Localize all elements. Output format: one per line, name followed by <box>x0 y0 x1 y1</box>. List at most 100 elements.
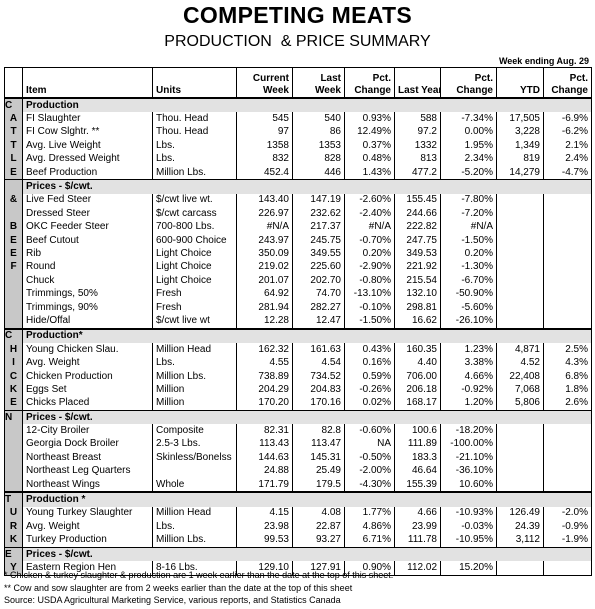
value: 111.78 <box>394 533 441 548</box>
value: 4.3% <box>543 356 592 370</box>
item: Trimmings, 90% <box>22 300 153 315</box>
side-letter: C <box>4 96 23 113</box>
value <box>496 314 544 329</box>
column-header: Last Week <box>292 67 345 99</box>
value: 144.63 <box>236 451 293 465</box>
value <box>496 233 544 248</box>
value: -1.50% <box>440 233 497 248</box>
units: $/cwt live wt <box>152 314 237 329</box>
summary-table: Item Units Current Week Last Week Pct. Change La… <box>4 67 592 576</box>
value: 819 <box>496 152 544 166</box>
data-row: Northeast Leg Quarters 24.88 25.49 -2.00% 46… <box>4 464 592 478</box>
header-line: Week <box>315 85 341 96</box>
data-row: E Rib Light Choice 350.09 349.55 0.20% 349.53 0… <box>4 247 592 261</box>
data-row: E Beef Cutout 600-900 Choice 243.97 245.75 -0… <box>4 233 592 248</box>
value: -36.10% <box>440 464 497 478</box>
units: Million <box>152 383 237 397</box>
header-line: Last Year <box>398 85 441 96</box>
value: 1.95% <box>440 139 497 153</box>
data-row: B OKC Feeder Steer 700-800 Lbs. #N/A 217.37 #… <box>4 220 592 234</box>
data-row: I Avg. Weight Lbs. 4.55 4.54 0.16% 4.40 3.38% 4.… <box>4 356 592 370</box>
value <box>496 451 544 465</box>
item: Avg. Live Weight <box>22 139 153 153</box>
value <box>543 314 592 329</box>
header-line: Current <box>252 73 289 84</box>
value: 0.37% <box>344 139 395 153</box>
value: 4.66% <box>440 369 497 384</box>
data-row: T FI Cow Slghtr. ** Thou. Head 97 86 12.49% 97… <box>4 125 592 140</box>
value: 4.55 <box>236 356 293 370</box>
value: 226.97 <box>236 207 293 221</box>
units: $/cwt live wt. <box>152 193 237 208</box>
value: -4.30% <box>344 477 395 493</box>
side-letter: U <box>4 506 23 521</box>
value: 22,408 <box>496 369 544 384</box>
data-row: K Eggs Set Million 204.29 204.83 -0.26% 206.18… <box>4 383 592 397</box>
units: 2.5-3 Lbs. <box>152 437 237 452</box>
value <box>543 220 592 234</box>
section-title: Prices - $/cwt. <box>22 409 592 425</box>
value: 6.8% <box>543 369 592 384</box>
value: -2.0% <box>543 506 592 521</box>
subtitle: PRODUCTION & PRICE SUMMARY <box>164 33 431 50</box>
data-row: Trimmings, 90% Fresh 281.94 282.27 -0.10% 298… <box>4 300 592 315</box>
value: 23.98 <box>236 520 293 534</box>
units: Fresh <box>152 300 237 315</box>
section-row: N Prices - $/cwt. <box>4 409 592 425</box>
value: 243.97 <box>236 233 293 248</box>
item: Young Turkey Slaughter <box>22 506 153 521</box>
value: 112.02 <box>394 561 441 576</box>
section-title: Production * <box>22 491 592 507</box>
header-line: Pct. <box>474 73 493 84</box>
value: -6.2% <box>543 125 592 140</box>
data-row: K Turkey Production Million Lbs. 99.53 93.27… <box>4 533 592 548</box>
value: 349.53 <box>394 247 441 261</box>
value: 281.94 <box>236 300 293 315</box>
value: 206.18 <box>394 383 441 397</box>
side-letter: E <box>4 233 23 248</box>
units: Lbs. <box>152 520 237 534</box>
footnote: Source: USDA Agricultural Marketing Serv… <box>4 595 341 605</box>
value: -26.10% <box>440 314 497 329</box>
item: Northeast Leg Quarters <box>22 464 153 478</box>
value: -0.9% <box>543 520 592 534</box>
value: 4.15 <box>236 506 293 521</box>
header-line: Week <box>263 85 289 96</box>
value: 5,806 <box>496 396 544 411</box>
side-letter: C <box>4 327 23 344</box>
data-row: C Chicken Production Million Lbs. 738.89 734… <box>4 369 592 384</box>
value: 147.19 <box>292 193 345 208</box>
value: 171.79 <box>236 477 293 493</box>
value <box>543 464 592 478</box>
side-letter <box>4 287 23 301</box>
value <box>543 247 592 261</box>
side-letter: K <box>4 383 23 397</box>
value: 4.40 <box>394 356 441 370</box>
data-row: Trimmings, 50% Fresh 64.92 74.70 -13.10% 132.… <box>4 287 592 301</box>
value: 74.70 <box>292 287 345 301</box>
value <box>496 207 544 221</box>
value <box>496 561 544 576</box>
value: 0.16% <box>344 356 395 370</box>
value <box>543 300 592 315</box>
side-letter: I <box>4 356 23 370</box>
value: 100.6 <box>394 424 441 438</box>
item: 12-City Broiler <box>22 424 153 438</box>
value: -1.30% <box>440 260 497 275</box>
value: 3,112 <box>496 533 544 548</box>
value: 2.6% <box>543 396 592 411</box>
value <box>496 260 544 275</box>
value: 0.20% <box>344 247 395 261</box>
side-letter: L <box>4 152 23 166</box>
header-line: Pct. <box>569 73 588 84</box>
value: -0.10% <box>344 300 395 315</box>
column-header: Last Year <box>394 67 441 99</box>
value: 738.89 <box>236 369 293 384</box>
section-row: C Production* <box>4 327 592 344</box>
footnote: * Chicken & turkey slaughter & productio… <box>4 570 394 580</box>
item: Avg. Weight <box>22 356 153 370</box>
value: -7.80% <box>440 193 497 208</box>
value: 1.23% <box>440 343 497 357</box>
header-row: Item Units Current Week Last Week Pct. Change La… <box>4 67 592 99</box>
item: Chuck <box>22 274 153 288</box>
